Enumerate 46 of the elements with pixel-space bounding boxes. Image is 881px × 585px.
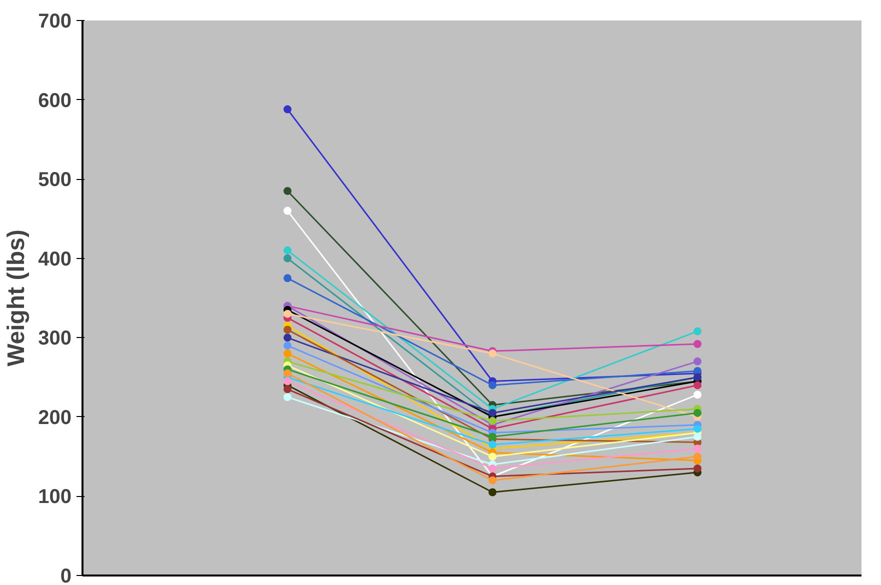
point [488, 464, 496, 472]
point [694, 327, 702, 336]
point [284, 186, 292, 195]
y-tick-label: 500 [38, 169, 72, 192]
y-tick-label: 600 [38, 90, 72, 112]
y-tick-label: 200 [38, 406, 72, 429]
point [284, 393, 292, 402]
point [488, 381, 496, 390]
point [694, 357, 702, 366]
point [694, 464, 702, 472]
point [694, 424, 702, 433]
point [284, 385, 292, 394]
point [284, 326, 292, 334]
y-tick-label: 400 [38, 248, 72, 270]
point [694, 340, 702, 348]
point [488, 350, 496, 358]
point [488, 452, 496, 461]
point [488, 440, 496, 449]
point [488, 432, 496, 441]
point [488, 488, 496, 496]
point [488, 416, 496, 425]
point [284, 274, 292, 282]
y-tick-label: 300 [38, 328, 72, 350]
point [694, 381, 702, 390]
point [284, 350, 292, 358]
point [694, 408, 702, 417]
point [284, 310, 292, 318]
y-tick-label: 0 [60, 566, 72, 585]
point [284, 254, 292, 262]
y-tick-label: 100 [38, 486, 72, 508]
point [488, 476, 496, 484]
point [284, 334, 292, 342]
point [694, 432, 702, 441]
point [284, 342, 292, 350]
point [694, 390, 702, 399]
point [284, 369, 292, 378]
point [284, 206, 292, 215]
point [488, 408, 496, 417]
point [284, 377, 292, 386]
y-tick-label: 700 [38, 10, 72, 32]
point [694, 366, 702, 375]
point [284, 105, 292, 114]
point [694, 452, 702, 461]
point [284, 246, 292, 254]
y-axis-title: Weight (lbs) [3, 230, 30, 366]
point [694, 444, 702, 453]
